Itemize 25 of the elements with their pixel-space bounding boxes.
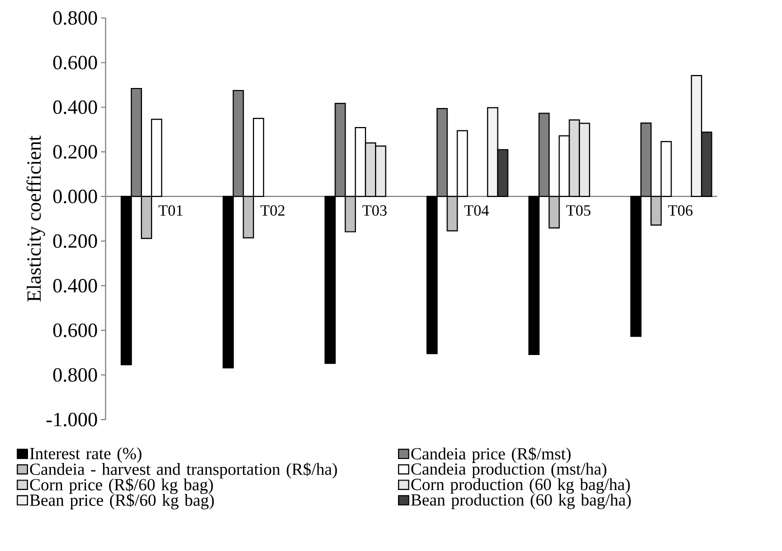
legend-label: Candeia price (R$/mst) bbox=[411, 447, 571, 463]
x-tick-label: T01 bbox=[158, 205, 182, 216]
y-tick-label: 0.200 bbox=[53, 145, 98, 159]
y-tick-label: 0.600 bbox=[53, 324, 98, 338]
legend-label: Bean production (60 kg bag/ha) bbox=[411, 494, 631, 510]
legend-label: Interest rate (%) bbox=[30, 447, 142, 463]
y-tick-label: 0.200 bbox=[53, 234, 98, 248]
x-tick-label: T02 bbox=[260, 205, 284, 216]
legend-label: Candeia - harvest and transportation (R$/ha) bbox=[30, 462, 337, 478]
legend-label: Corn price (R$/60 kg bag) bbox=[30, 478, 213, 494]
y-tick-label: 0.800 bbox=[53, 11, 98, 25]
y-tick-label: 0.800 bbox=[53, 368, 98, 382]
legend-label: Candeia production (mst/ha) bbox=[411, 462, 606, 478]
x-tick-label: T06 bbox=[668, 205, 692, 216]
legend-label: Bean price (R$/60 kg bag) bbox=[30, 494, 214, 510]
y-axis-title: Elasticity coefficient bbox=[26, 136, 46, 302]
y-tick-label: 0.400 bbox=[53, 100, 98, 114]
y-tick-label: -1.000 bbox=[46, 412, 98, 426]
y-tick-label: 0.400 bbox=[53, 278, 98, 293]
x-tick-label: T05 bbox=[566, 205, 590, 216]
y-tick-label: 0.000 bbox=[53, 190, 98, 204]
legend-label: Corn production (60 kg bag/ha) bbox=[411, 478, 630, 494]
x-tick-label: T04 bbox=[464, 205, 489, 216]
y-tick-label: 0.600 bbox=[53, 56, 98, 70]
x-tick-label: T03 bbox=[362, 205, 387, 216]
